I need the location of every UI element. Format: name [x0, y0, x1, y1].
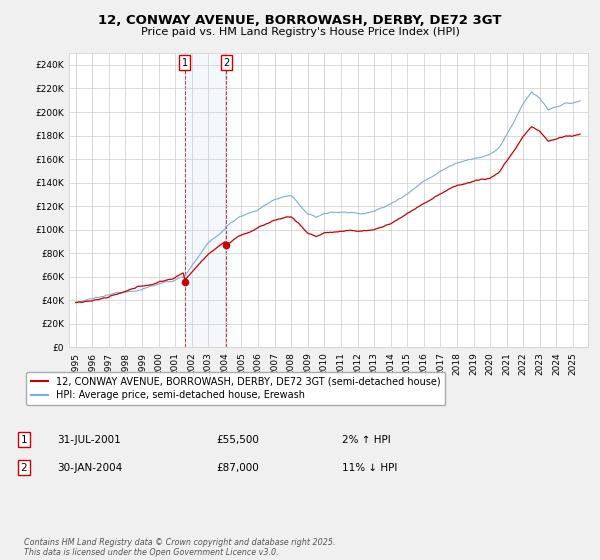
- Text: Contains HM Land Registry data © Crown copyright and database right 2025.
This d: Contains HM Land Registry data © Crown c…: [24, 538, 335, 557]
- Text: £87,000: £87,000: [216, 463, 259, 473]
- Text: 2% ↑ HPI: 2% ↑ HPI: [342, 435, 391, 445]
- Text: 2: 2: [20, 463, 28, 473]
- Text: 12, CONWAY AVENUE, BORROWASH, DERBY, DE72 3GT: 12, CONWAY AVENUE, BORROWASH, DERBY, DE7…: [98, 14, 502, 27]
- Text: 30-JAN-2004: 30-JAN-2004: [57, 463, 122, 473]
- Text: 1: 1: [182, 58, 188, 68]
- Text: 1: 1: [20, 435, 28, 445]
- Bar: [185, 53, 226, 347]
- Text: Price paid vs. HM Land Registry's House Price Index (HPI): Price paid vs. HM Land Registry's House …: [140, 27, 460, 37]
- Text: £55,500: £55,500: [216, 435, 259, 445]
- Text: 2: 2: [223, 58, 229, 68]
- Text: 11% ↓ HPI: 11% ↓ HPI: [342, 463, 397, 473]
- Text: 31-JUL-2001: 31-JUL-2001: [57, 435, 121, 445]
- Legend: 12, CONWAY AVENUE, BORROWASH, DERBY, DE72 3GT (semi-detached house), HPI: Averag: 12, CONWAY AVENUE, BORROWASH, DERBY, DE7…: [26, 372, 445, 405]
